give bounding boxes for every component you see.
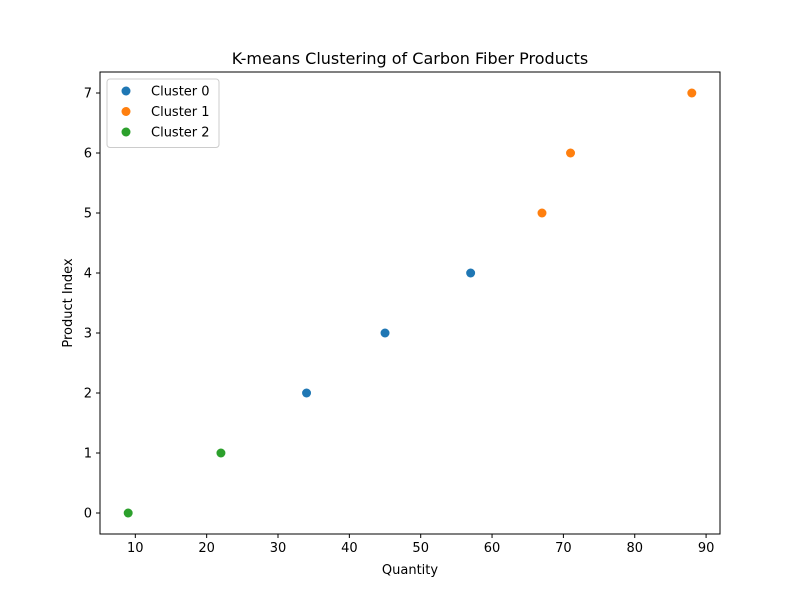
x-axis-label: Quantity: [382, 563, 438, 578]
legend-label: Cluster 0: [151, 85, 210, 100]
x-tick-label: 70: [555, 541, 572, 556]
data-point: [302, 388, 312, 398]
x-tick-label: 30: [270, 541, 287, 556]
x-tick-label: 90: [698, 541, 715, 556]
legend-box: [106, 78, 220, 148]
y-axis-label: Product Index: [61, 258, 76, 348]
data-point: [537, 208, 547, 218]
data-point: [123, 508, 133, 518]
y-tick-label: 4: [84, 267, 92, 282]
data-point: [466, 268, 476, 278]
x-tick-label: 80: [626, 541, 643, 556]
data-point: [566, 148, 576, 158]
legend-marker: [121, 107, 131, 116]
x-tick-label: 50: [412, 541, 429, 556]
x-tick-label: 40: [341, 541, 358, 556]
y-tick-label: 0: [84, 507, 92, 522]
legend-label: Cluster 1: [151, 105, 210, 120]
y-tick-label: 3: [84, 327, 92, 342]
chart-title: K-means Clustering of Carbon Fiber Produ…: [232, 49, 588, 68]
data-point: [380, 328, 390, 338]
y-tick-label: 6: [84, 147, 92, 162]
axes-frame: [99, 71, 721, 535]
legend-label: Cluster 2: [151, 126, 210, 141]
y-tick-label: 2: [84, 387, 92, 402]
x-tick-label: 10: [127, 541, 144, 556]
legend-marker: [121, 127, 131, 137]
data-point: [687, 88, 697, 98]
x-tick-label: 60: [484, 541, 501, 556]
y-tick-label: 5: [84, 207, 92, 222]
data-point: [216, 448, 226, 458]
y-tick-label: 7: [84, 87, 92, 102]
plot-area: 10 20 30 40 50 60 70 80 90 0 1 2 3 4 5 6 7 Cluster 0 Clust…: [84, 71, 721, 556]
x-tick-label: 20: [198, 541, 215, 556]
legend-marker: [121, 86, 131, 96]
y-tick-label: 1: [84, 447, 92, 462]
